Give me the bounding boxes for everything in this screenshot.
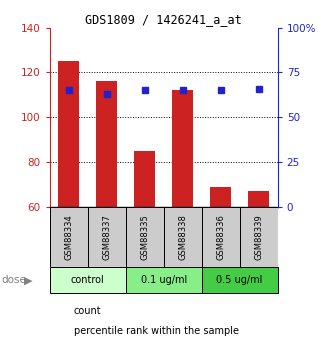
Text: 0.1 ug/ml: 0.1 ug/ml (141, 275, 187, 285)
Bar (126, 207, 164, 267)
Text: percentile rank within the sample: percentile rank within the sample (74, 326, 239, 336)
Text: 0.5 ug/ml: 0.5 ug/ml (216, 275, 263, 285)
Text: GSM88337: GSM88337 (102, 214, 111, 260)
Text: GSM88336: GSM88336 (216, 214, 225, 260)
Text: dose: dose (2, 275, 26, 285)
Bar (164, 207, 202, 267)
Text: GSM88334: GSM88334 (64, 214, 73, 260)
Bar (96, 81, 117, 207)
Bar (50, 207, 88, 267)
Bar (240, 207, 278, 267)
Title: GDS1809 / 1426241_a_at: GDS1809 / 1426241_a_at (85, 13, 242, 27)
Bar (126, 267, 202, 293)
Text: GSM88338: GSM88338 (178, 214, 187, 260)
Bar (50, 267, 126, 293)
Text: GSM88339: GSM88339 (254, 214, 263, 260)
Text: count: count (74, 306, 101, 316)
Bar (210, 187, 231, 207)
Bar (134, 151, 155, 207)
Bar (248, 191, 269, 207)
Bar (172, 90, 193, 207)
Text: GSM88335: GSM88335 (140, 214, 149, 260)
Bar (58, 61, 79, 207)
Bar (88, 207, 126, 267)
Text: ▶: ▶ (24, 275, 32, 285)
Text: control: control (71, 275, 105, 285)
Bar (202, 267, 278, 293)
Bar (202, 207, 240, 267)
